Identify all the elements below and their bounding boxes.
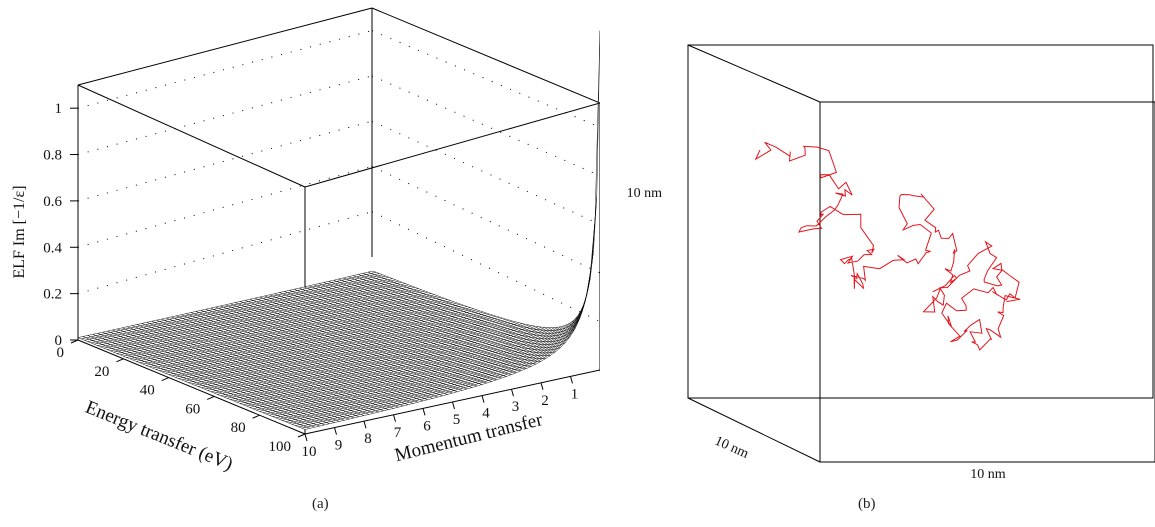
z-gridline-right bbox=[371, 30, 600, 128]
z-tick-label: 0.4 bbox=[43, 240, 62, 256]
y-axis-label: Momentum transfer bbox=[393, 409, 546, 466]
y-tick-label: 4 bbox=[482, 406, 490, 422]
width-dimension-label: 10 nm bbox=[970, 467, 1006, 482]
x-tick-mark bbox=[297, 433, 306, 438]
z-tick-label: 0.8 bbox=[43, 148, 62, 164]
x-tick-label: 80 bbox=[231, 420, 246, 436]
x-tick-mark bbox=[116, 358, 124, 363]
y-tick-label: 10 bbox=[302, 444, 317, 460]
surface-cell bbox=[586, 219, 596, 295]
z-gridline-right bbox=[371, 120, 600, 225]
y-tick-label: 1 bbox=[571, 386, 579, 402]
y-tick-mark bbox=[481, 395, 485, 403]
z-tick-label: 1 bbox=[55, 101, 63, 117]
figure-b-caption: (b) bbox=[858, 496, 876, 512]
electron-track bbox=[754, 141, 1021, 351]
x-tick-mark bbox=[161, 377, 169, 382]
depth-dimension-label: 10 nm bbox=[712, 434, 751, 462]
z-gridline-right bbox=[371, 75, 600, 177]
x-axis-label: Energy transfer (eV) bbox=[82, 397, 235, 475]
y-tick-mark bbox=[570, 376, 573, 384]
y-tick-mark bbox=[304, 433, 308, 442]
x-tick-label: 60 bbox=[185, 401, 200, 417]
y-tick-mark bbox=[540, 382, 544, 390]
electron-track-box: 10 nm 10 nm 10 nm bbox=[627, 44, 1155, 482]
x-tick-mark bbox=[252, 414, 260, 419]
z-gridline-left bbox=[77, 75, 373, 156]
y-tick-label: 8 bbox=[364, 431, 372, 447]
y-tick-label: 7 bbox=[394, 425, 402, 441]
y-tick-mark bbox=[363, 421, 367, 429]
z-gridline-left bbox=[77, 120, 373, 202]
cube-edges bbox=[687, 44, 1155, 463]
z-gridline-right bbox=[371, 166, 600, 274]
figure-a-caption: (a) bbox=[312, 496, 329, 512]
x-tick-label: 100 bbox=[269, 439, 292, 455]
surface-cell bbox=[591, 30, 600, 264]
z-gridline-left bbox=[77, 30, 373, 109]
z-gridline-left bbox=[77, 165, 373, 248]
y-tick-label: 2 bbox=[541, 393, 549, 409]
z-tick-label: 0.6 bbox=[43, 194, 62, 210]
x-tick-label: 40 bbox=[140, 383, 155, 399]
y-tick-mark bbox=[452, 401, 455, 410]
x-tick-label: 20 bbox=[94, 364, 109, 380]
y-tick-label: 3 bbox=[512, 399, 520, 415]
x-tick-label: 0 bbox=[57, 345, 65, 361]
z-axis-label: ELF Im [−1/ε] bbox=[11, 185, 28, 278]
y-tick-label: 5 bbox=[453, 412, 461, 428]
vertical-dimension-label: 10 nm bbox=[627, 186, 663, 201]
elf-surface bbox=[77, 30, 600, 430]
y-tick-mark bbox=[393, 414, 396, 422]
y-tick-mark bbox=[422, 408, 426, 416]
y-tick-mark bbox=[334, 427, 337, 435]
y-tick-mark bbox=[511, 389, 514, 397]
y-tick-label: 6 bbox=[423, 418, 431, 434]
z-tick-label: 0.2 bbox=[43, 287, 62, 303]
x-tick-mark bbox=[207, 395, 215, 400]
y-tick-label: 9 bbox=[335, 438, 343, 454]
